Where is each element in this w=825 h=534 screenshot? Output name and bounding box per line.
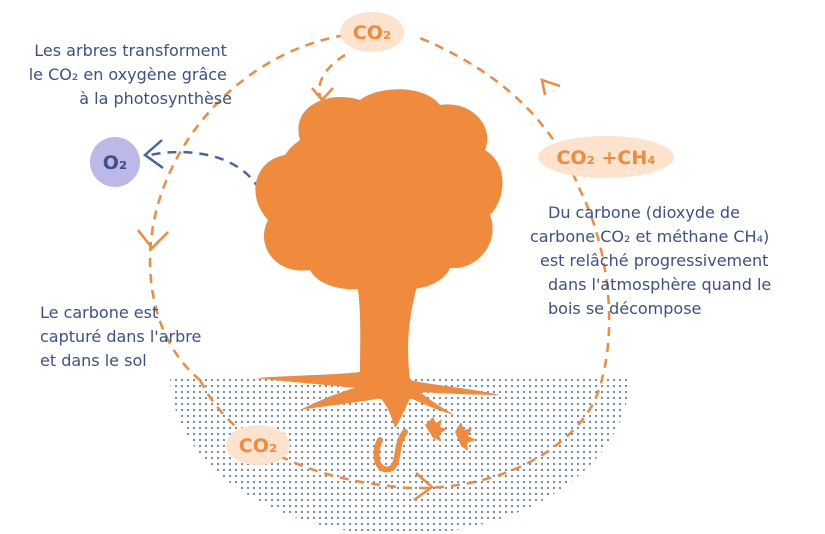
text-line: dans l'atmosphère quand le [548,275,771,294]
page: {"labels": {"co2_top": "CO₂", "oxygen": … [0,0,825,534]
decomposition-text: Du carbone (dioxyde de carbone CO₂ et mé… [530,203,776,318]
text-line: capturé dans l'arbre [40,327,201,346]
photosynthesis-text: Les arbres transforment le CO₂ en oxygèn… [29,41,232,108]
capture-text: Le carbone est capturé dans l'arbre et d… [40,303,206,370]
oxygen-arrow [150,152,265,205]
text-line: carbone CO₂ et méthane CH₄) [530,227,769,246]
oxygen-label: O₂ [103,152,127,174]
co2-soil-label: CO₂ [239,435,277,457]
text-line: et dans le sol [40,351,147,370]
co2-top-label: CO₂ [353,22,391,44]
carbon-cycle-diagram: CO₂ O₂ CO₂ +CH₄ CO₂ Les arbres transform… [0,0,825,534]
text-line: bois se décompose [548,299,701,318]
text-line: le CO₂ en oxygène grâce [29,65,227,84]
text-line: Le carbone est [40,303,158,322]
text-line: est relâché progressivement [540,251,768,270]
co2-ch4-label: CO₂ +CH₄ [556,147,655,169]
text-line: à la photosynthèse [79,89,232,108]
text-line: Du carbone (dioxyde de [548,203,740,222]
text-line: Les arbres transforment [34,41,227,60]
